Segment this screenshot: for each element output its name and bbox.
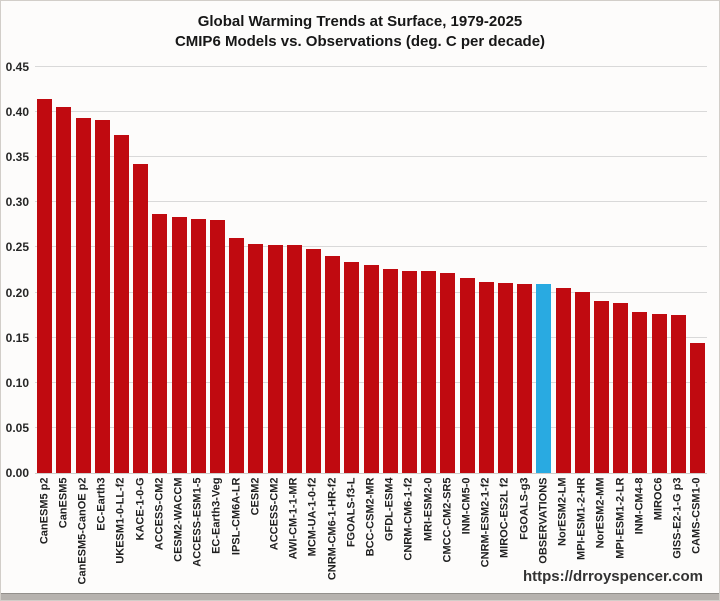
bar [248, 243, 264, 473]
x-category-label: MIROC-ES2L f2 [498, 477, 511, 558]
bar [459, 278, 475, 473]
bar [401, 270, 417, 473]
bar [555, 288, 571, 473]
bar [440, 272, 456, 473]
x-category-label: CNRM-CM6-1-f2 [402, 477, 415, 561]
y-tick-label: 0.35 [5, 150, 29, 165]
bar [209, 220, 225, 473]
plot-area [35, 66, 707, 474]
y-tick-label: 0.25 [5, 240, 29, 255]
x-category-label: CMCC-CM2-SR5 [441, 477, 454, 562]
x-category-label: IPSL-CM6A-LR [230, 477, 243, 555]
source-url: https://drroyspencer.com [522, 568, 703, 585]
x-category-label: CanESM5 [57, 477, 70, 528]
bar [325, 255, 341, 473]
x-category-label: CanESM5 p2 [38, 477, 51, 544]
bar [632, 311, 648, 473]
y-tick-label: 0.15 [5, 330, 29, 345]
bar [94, 120, 110, 473]
x-category-label: CESM2-WACCM [172, 477, 185, 562]
bar [421, 270, 437, 473]
y-tick-label: 0.05 [5, 420, 29, 435]
gridline [35, 111, 707, 113]
chart-title: Global Warming Trends at Surface, 1979-2… [197, 13, 523, 30]
x-category-label: ACCESS-CM2 [268, 477, 281, 550]
window-bottom-edge [1, 593, 719, 600]
bar [670, 315, 686, 473]
gridline [35, 201, 707, 203]
bar [344, 261, 360, 473]
y-tick-label: 0.45 [5, 60, 29, 74]
y-tick-label: 0.20 [5, 285, 29, 300]
bar [75, 118, 91, 473]
bar [152, 214, 168, 473]
bar [613, 303, 629, 473]
x-category-label: GFDL-ESM4 [383, 477, 396, 541]
bar [651, 314, 667, 473]
y-tick-label: 0.30 [5, 195, 29, 210]
x-category-label: AWI-CM-1-1-MR [287, 477, 300, 559]
bar [497, 282, 513, 473]
x-category-label: CESM2 [249, 477, 262, 515]
x-category-label: MCM-UA-1-0-f2 [306, 477, 319, 556]
bar [689, 343, 705, 473]
x-category-label: EC-Earth3 [95, 477, 108, 531]
bar [267, 244, 283, 473]
bar [593, 300, 609, 473]
x-category-label: UKESM1-0-LL-f2 [114, 477, 127, 564]
bar [37, 99, 53, 473]
gridline [35, 246, 707, 248]
x-category-label: CNRM-CM6-1-HR-f2 [326, 477, 339, 580]
y-tick-label: 0.00 [5, 466, 29, 480]
x-category-label: MRI-ESM2-0 [422, 477, 435, 541]
chart-title-block: Global Warming Trends at Surface, 1979-2… [1, 12, 719, 52]
gridline [35, 473, 707, 474]
y-tick-label: 0.40 [5, 105, 29, 120]
bar [171, 216, 187, 473]
x-category-label: EC-Earth3-Veg [210, 477, 223, 554]
bar [363, 264, 379, 473]
x-category-label: INM-CM5-0 [460, 477, 473, 534]
bar [133, 164, 149, 473]
x-category-label: FGOALS-f3-L [345, 477, 358, 547]
x-category-label: CNRM-ESM2-1-f2 [479, 477, 492, 567]
gridline [35, 66, 707, 67]
bar [305, 249, 321, 473]
bar [478, 281, 494, 473]
bar [574, 291, 590, 473]
x-category-label: BCC-CSM2-MR [364, 477, 377, 556]
x-category-label: ACCESS-ESM1-5 [191, 477, 204, 567]
bar [517, 283, 533, 473]
bar [382, 269, 398, 473]
gridline [35, 156, 707, 158]
y-tick-label: 0.10 [5, 375, 29, 390]
x-category-label: KACE-1-0-G [134, 477, 147, 540]
x-category-label: ACCESS-CM2 [153, 477, 166, 550]
bar [56, 106, 72, 473]
chart-subtitle: CMIP6 Models vs. Observations (deg. C pe… [174, 33, 546, 50]
x-category-label: CanESM5-CanOE p2 [76, 477, 89, 584]
bar [229, 237, 245, 473]
bar [113, 134, 129, 473]
bar [190, 219, 206, 473]
bar-observations [536, 284, 552, 473]
bar [286, 244, 302, 473]
